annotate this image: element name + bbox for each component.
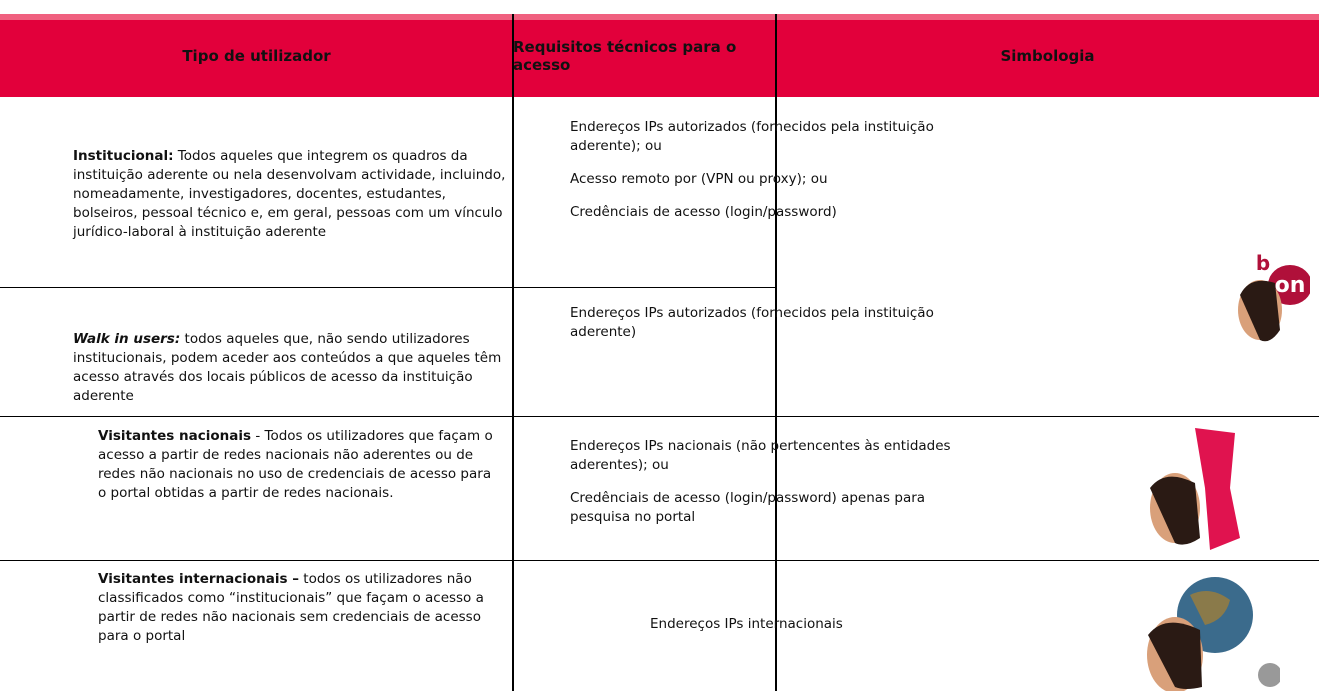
header-cell: Simbologia (1000, 46, 1095, 65)
requirement: Credênciais de acesso (login/password) (570, 204, 837, 220)
row-border (0, 416, 1319, 417)
requirement: Credênciais de acesso (login/password) a… (570, 490, 926, 525)
svg-text:b: b (1256, 251, 1270, 275)
requirements: Endereços IPs autorizados (fornecidos pe… (570, 304, 934, 356)
user-text: - Todos os utilizadores que façam o aces… (98, 428, 493, 501)
user-text: todos aqueles que, não sendo utilizadore… (73, 331, 502, 404)
user-type: Institucional: Todos aqueles que integre… (73, 147, 513, 242)
user-type: Visitantes internacionais – todos os uti… (98, 570, 498, 646)
user-label: Visitantes internacionais – (98, 571, 299, 587)
portugal-icon (1150, 428, 1240, 550)
user-type: Walk in users: todos aqueles que, não se… (73, 330, 513, 406)
user-label: Institucional: (73, 148, 174, 164)
svg-text:on: on (1275, 273, 1306, 298)
user-type: Visitantes nacionais - Todos os utilizad… (98, 427, 498, 503)
globe-icon (1147, 577, 1280, 691)
header-band (0, 14, 1319, 97)
requirement: Endereços IPs autorizados (fornecidos pe… (570, 119, 934, 154)
requirement: Acesso remoto por (VPN ou proxy); ou (570, 171, 828, 187)
header-cell: Requisitos técnicos para o acesso (513, 37, 737, 74)
column-border (775, 14, 777, 691)
requirement: Endereços IPs nacionais (não pertencente… (570, 438, 951, 473)
requirement: Endereços IPs autorizados (fornecidos pe… (570, 305, 934, 340)
user-text: Todos aqueles que integrem os quadros da… (73, 148, 506, 240)
bon-icon: on b (1238, 251, 1310, 342)
header-cell: Tipo de utilizador (182, 46, 331, 65)
column-border (512, 14, 514, 691)
user-text: todos os utilizadores não classificados … (98, 571, 484, 644)
row-border (0, 560, 1319, 561)
requirements: Endereços IPs nacionais (não pertencente… (570, 437, 951, 541)
requirements: Endereços IPs autorizados (fornecidos pe… (570, 118, 934, 236)
requirement: Endereços IPs internacionais (650, 616, 843, 632)
row-border (0, 287, 776, 288)
user-label: Visitantes nacionais (98, 428, 252, 444)
requirements: Endereços IPs internacionais (650, 615, 950, 648)
user-label: Walk in users: (73, 331, 181, 347)
